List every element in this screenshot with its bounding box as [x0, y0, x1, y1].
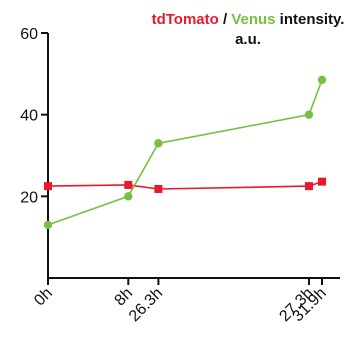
- x-tick-label: 0h: [31, 285, 56, 310]
- series-line-venus: [47, 79, 323, 226]
- data-point-tdtomato: [318, 177, 326, 186]
- data-point-venus: [43, 220, 53, 230]
- data-point-tdtomato: [154, 184, 163, 193]
- title-suffix: intensity.: [276, 11, 345, 28]
- data-point-tdtomato: [44, 182, 52, 191]
- chart-title: tdTomato / Venus intensity.: [152, 11, 345, 28]
- data-point-venus: [154, 139, 163, 148]
- data-point-venus: [124, 192, 133, 201]
- title-separator: /: [219, 11, 232, 28]
- title-series-tdtomato: tdTomato: [152, 11, 219, 28]
- title-unit: a.u.: [235, 31, 261, 48]
- x-tick-label: 26.3h: [126, 285, 166, 325]
- data-point-venus: [304, 110, 314, 119]
- series-line-tdtomato: [47, 180, 323, 190]
- data-point-venus: [317, 75, 327, 85]
- series-layer: [43, 75, 327, 230]
- data-point-tdtomato: [304, 182, 313, 191]
- y-tick-label: 20: [20, 189, 38, 206]
- y-tick-label: 40: [20, 108, 38, 125]
- data-point-tdtomato: [124, 180, 133, 189]
- title-series-venus: Venus: [231, 11, 275, 28]
- y-tick-label: 60: [20, 26, 38, 43]
